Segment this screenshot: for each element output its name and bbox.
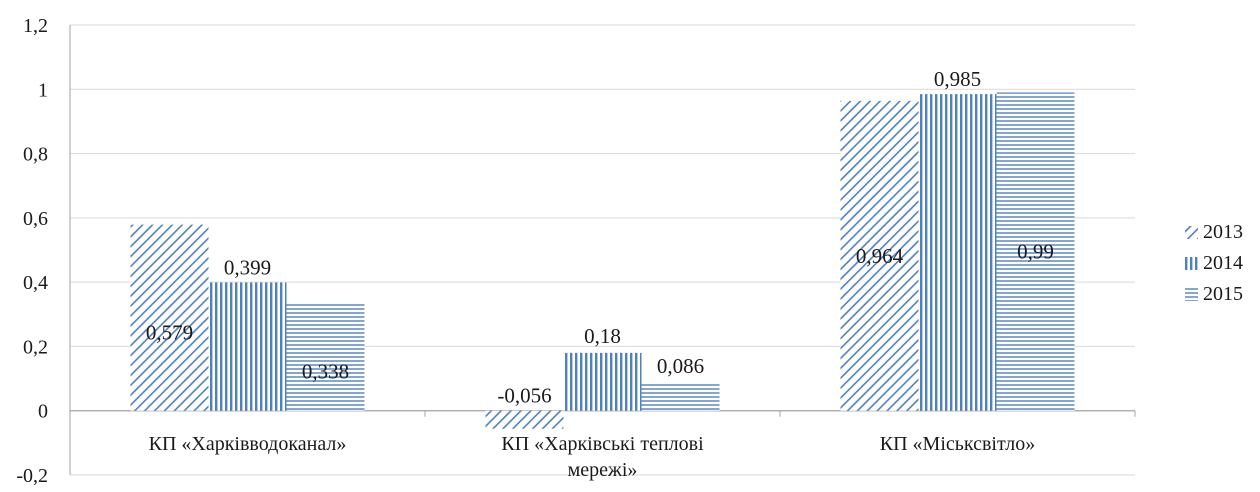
y-tick-label: 0,4 [23,272,48,294]
bar [130,224,209,411]
legend-label: 2014 [1203,252,1243,274]
y-tick-label: -0,2 [16,465,48,487]
legend-swatch [1185,257,1198,270]
x-tick-label: КП «Харківводоканал» [149,433,347,455]
bar [563,352,642,411]
data-label: 0,399 [224,255,271,279]
x-tick-label: КП «Міськсвітло» [880,433,1035,455]
legend-label: 2013 [1203,221,1243,243]
axes: -0,2 0 0,2 0,4 0,6 0,8 1 1,2 КП «Харківводоканал… [16,15,1136,487]
bar [286,302,365,411]
y-tick-label: 1,2 [23,15,48,37]
y-tick-label: 0,8 [23,144,48,166]
bar [996,92,1075,411]
legend: 2013 2014 2015 [1185,221,1243,305]
data-label: 0,964 [856,244,904,268]
data-label: 0,985 [934,67,981,91]
data-label: 0,99 [1017,240,1054,264]
legend-swatch [1185,226,1198,239]
y-tick-label: 0,2 [23,336,48,358]
data-label: 0,18 [584,324,621,348]
bar [918,94,997,411]
bar [485,410,564,429]
data-label: -0,056 [497,384,551,408]
bar [641,383,720,411]
data-label: 0,086 [657,354,704,378]
bars [130,92,1075,429]
bar [208,282,287,411]
legend-label: 2015 [1203,283,1243,305]
data-label: 0,579 [146,321,193,345]
data-label: 0,338 [302,359,349,383]
y-tick-label: 0,6 [23,208,48,230]
data-labels: 0,579 -0,056 0,964 0,399 0,18 0,985 0,338 0,086… [146,67,1054,408]
legend-swatch [1185,288,1198,301]
x-tick-label: КП «Харківські теплові мережі» [501,433,704,481]
y-tick-label: 1 [38,79,48,101]
bar [840,100,919,411]
y-tick-label: 0 [38,401,48,423]
